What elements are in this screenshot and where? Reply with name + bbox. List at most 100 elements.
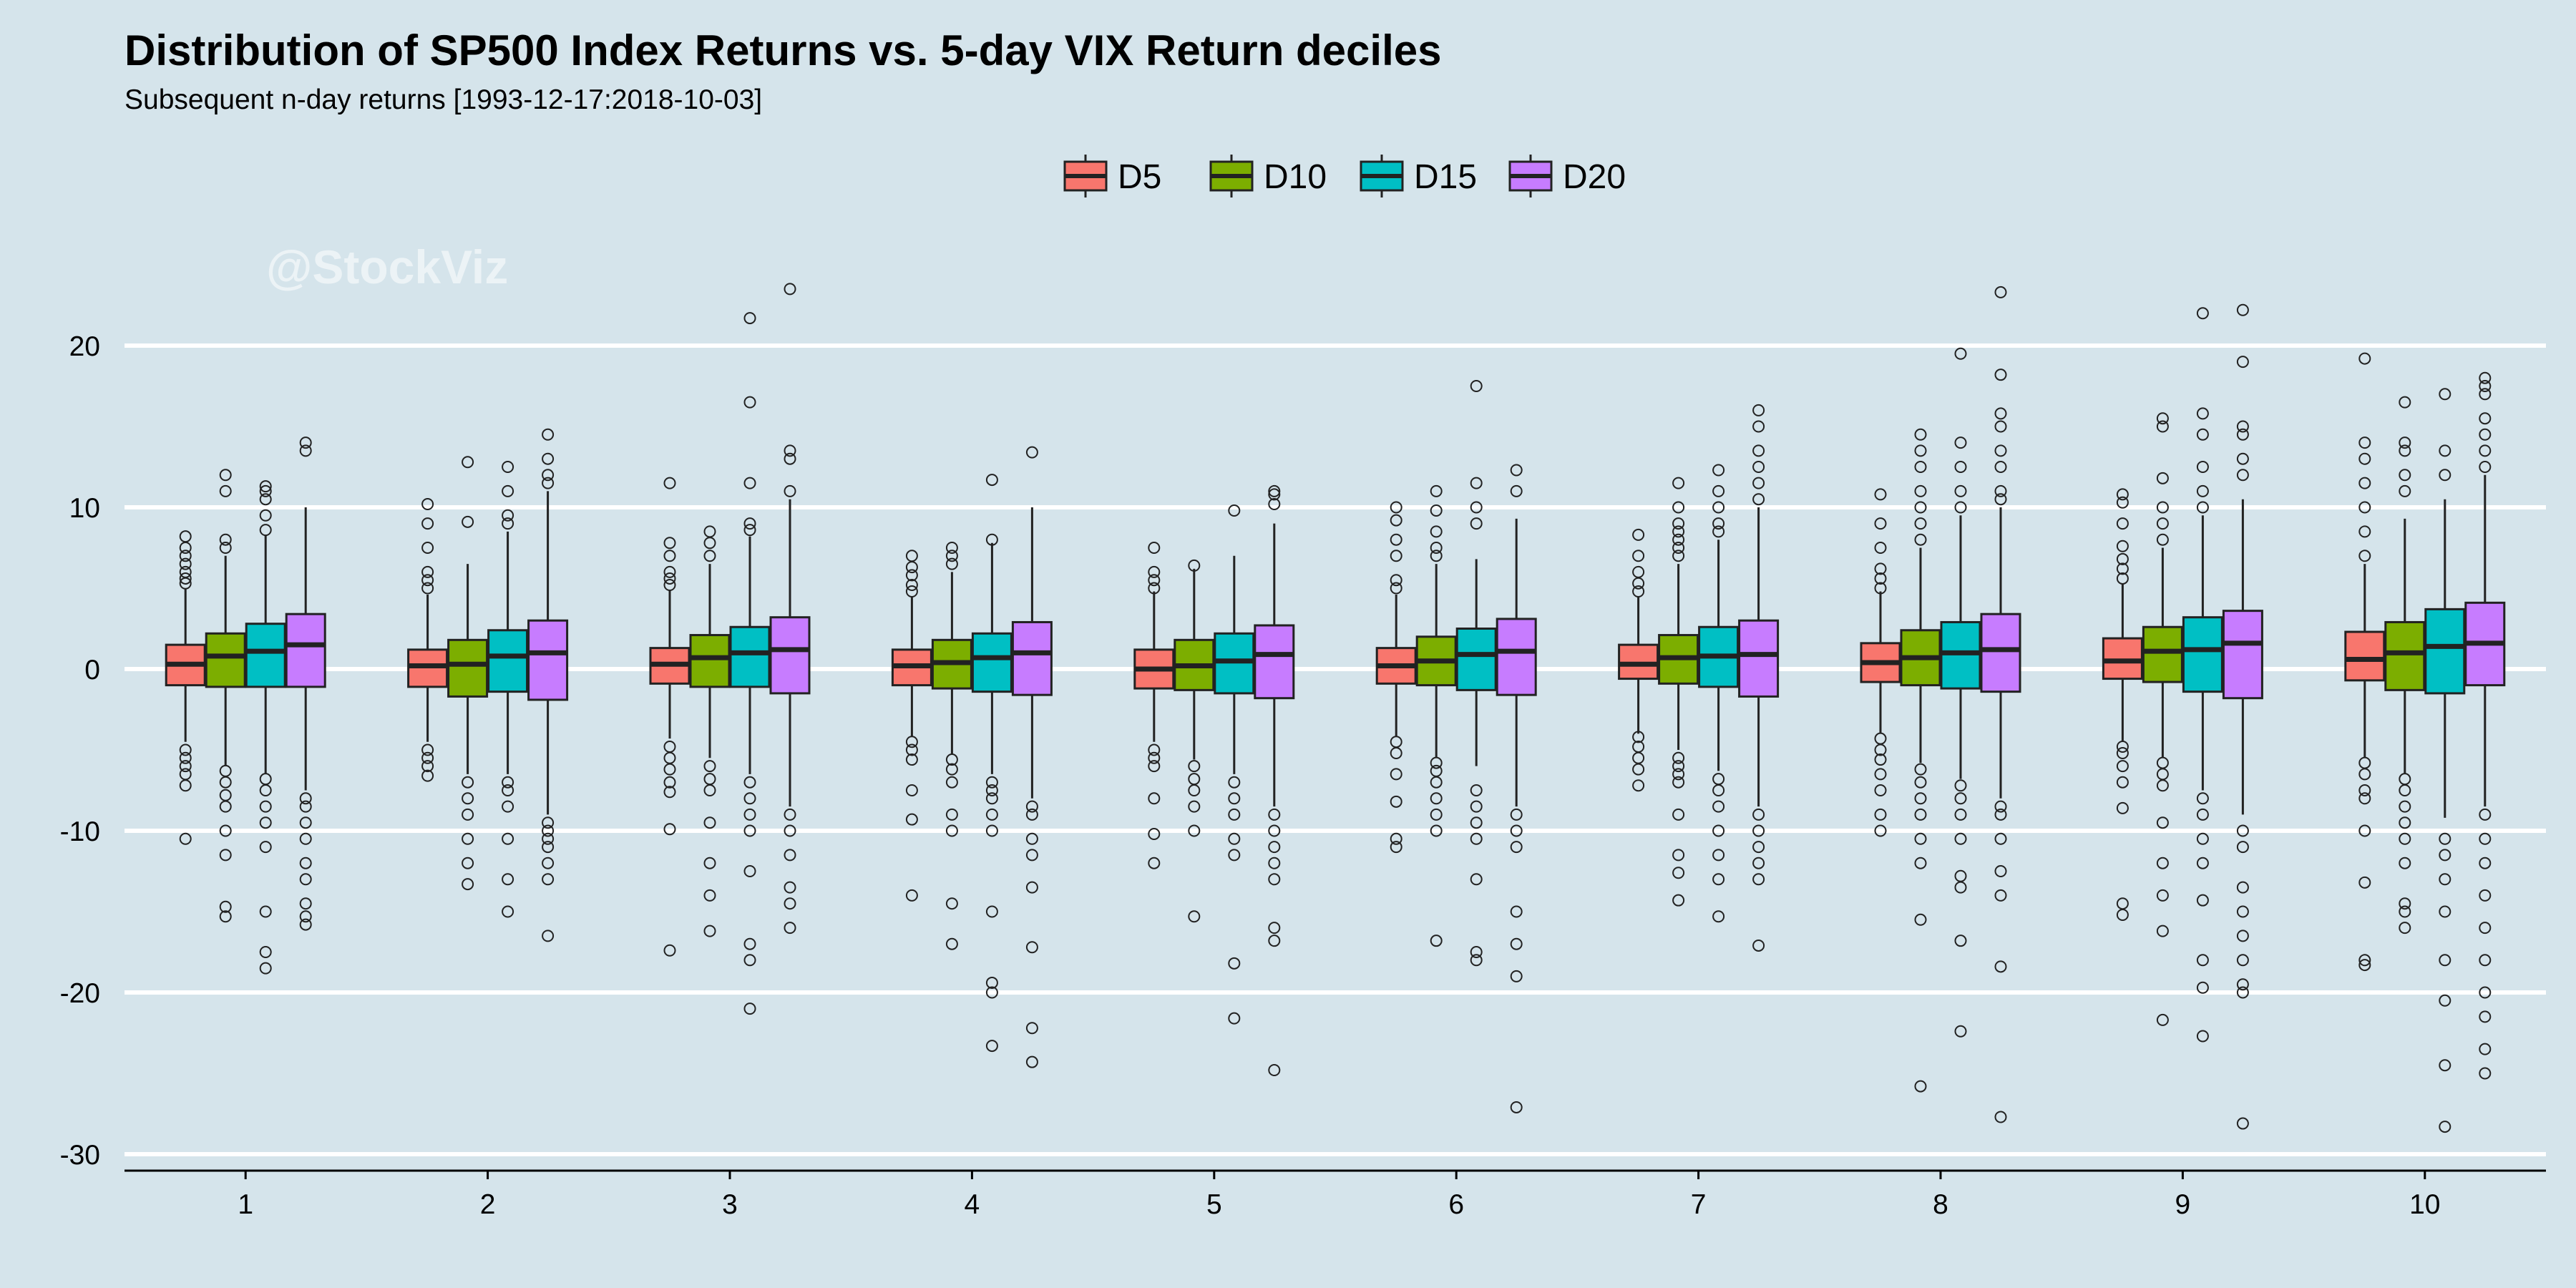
- outlier-point: [1228, 792, 1241, 805]
- outlier-point: [1188, 824, 1201, 837]
- outlier-point: [1268, 808, 1281, 821]
- outlier-point: [1874, 562, 1887, 575]
- outlier-point: [421, 497, 434, 510]
- outlier-point: [219, 776, 232, 789]
- outlier-point: [1148, 751, 1161, 764]
- y-tick-label: 0: [84, 655, 100, 686]
- outlier-point: [299, 873, 312, 886]
- outlier-point: [1874, 824, 1887, 837]
- outlier-point: [1268, 857, 1281, 869]
- outlier-point: [1914, 832, 1927, 845]
- outlier-point: [259, 962, 272, 975]
- box: [769, 616, 811, 695]
- outlier-point: [542, 857, 555, 869]
- outlier-point: [1632, 585, 1645, 598]
- outlier-point: [1994, 420, 2007, 433]
- outlier-point: [259, 946, 272, 958]
- outlier-point: [1712, 464, 1725, 477]
- outlier-point: [743, 312, 756, 325]
- box: [2344, 630, 2386, 682]
- outlier-point: [2358, 452, 2371, 465]
- outlier-point: [2479, 1010, 2492, 1023]
- outlier-point: [1672, 751, 1685, 764]
- outlier-point: [2196, 501, 2209, 514]
- outlier-point: [1672, 477, 1685, 489]
- outlier-point: [985, 976, 998, 989]
- outlier-point: [2479, 1067, 2492, 1080]
- box-D5-2: [407, 497, 449, 782]
- outlier-point: [1874, 572, 1887, 585]
- outlier-point: [1712, 824, 1725, 837]
- outlier-point: [905, 813, 918, 826]
- outlier-point: [1954, 484, 1967, 497]
- outlier-point: [663, 537, 676, 550]
- outlier-point: [985, 905, 998, 918]
- x-tick-label: 2: [480, 1189, 496, 1220]
- outlier-point: [1752, 808, 1765, 821]
- outlier-point: [2236, 420, 2249, 433]
- outlier-point: [1954, 881, 1967, 894]
- outlier-point: [1752, 493, 1765, 506]
- outlier-point: [1025, 1055, 1038, 1068]
- outlier-point: [1954, 792, 1967, 805]
- outlier-point: [2479, 428, 2492, 441]
- outlier-point: [1470, 954, 1483, 967]
- outlier-point: [2399, 484, 2411, 497]
- outlier-point: [1712, 525, 1725, 538]
- outlier-point: [1510, 464, 1523, 477]
- outlier-point: [2479, 857, 2492, 869]
- outlier-point: [703, 773, 716, 786]
- outlier-point: [2439, 388, 2451, 401]
- outlier-point: [2358, 824, 2371, 837]
- outlier-point: [945, 542, 958, 554]
- outlier-point: [299, 910, 312, 923]
- outlier-point: [1752, 873, 1765, 886]
- outlier-point: [1268, 1063, 1281, 1076]
- outlier-point: [1672, 533, 1685, 546]
- outlier-point: [703, 760, 716, 773]
- outlier-point: [1712, 800, 1725, 813]
- box-D15-5: [1214, 504, 1255, 1025]
- outlier-point: [2399, 857, 2411, 869]
- outlier-point: [1390, 501, 1402, 514]
- outlier-point: [2439, 994, 2451, 1007]
- outlier-point: [259, 905, 272, 918]
- outlier-point: [502, 776, 514, 789]
- legend-label: D20: [1563, 158, 1626, 196]
- outlier-point: [2236, 841, 2249, 854]
- outlier-point: [945, 557, 958, 570]
- outlier-point: [985, 808, 998, 821]
- x-tick-label: 1: [238, 1189, 253, 1220]
- y-tick-label: -30: [60, 1140, 100, 1171]
- outlier-point: [1752, 824, 1765, 837]
- outlier-point: [2358, 436, 2371, 449]
- outlier-point: [421, 517, 434, 530]
- outlier-point: [1712, 773, 1725, 786]
- outlier-point: [2399, 396, 2411, 409]
- outlier-point: [1632, 565, 1645, 578]
- outlier-point: [743, 824, 756, 837]
- outlier-point: [1954, 1025, 1967, 1038]
- box-D15-7: [1698, 464, 1740, 923]
- outlier-point: [1914, 484, 1927, 497]
- outlier-point: [2236, 469, 2249, 482]
- outlier-point: [945, 763, 958, 776]
- outlier-point: [2156, 420, 2169, 433]
- box-D15-6: [1455, 380, 1497, 967]
- outlier-point: [1228, 504, 1241, 517]
- outlier-point: [1632, 550, 1645, 562]
- outlier-point: [1430, 542, 1443, 554]
- outlier-point: [1994, 493, 2007, 506]
- box: [487, 629, 529, 693]
- outlier-point: [2156, 412, 2169, 425]
- outlier-point: [421, 582, 434, 595]
- chart-subtitle: Subsequent n-day returns [1993-12-17:201…: [125, 84, 763, 115]
- outlier-point: [2116, 552, 2129, 565]
- box-D5-5: [1133, 542, 1175, 869]
- outlier-point: [2399, 922, 2411, 935]
- outlier-point: [1025, 881, 1038, 894]
- outlier-point: [1672, 550, 1685, 562]
- outlier-point: [985, 792, 998, 805]
- box: [2424, 608, 2466, 695]
- outlier-point: [179, 550, 192, 562]
